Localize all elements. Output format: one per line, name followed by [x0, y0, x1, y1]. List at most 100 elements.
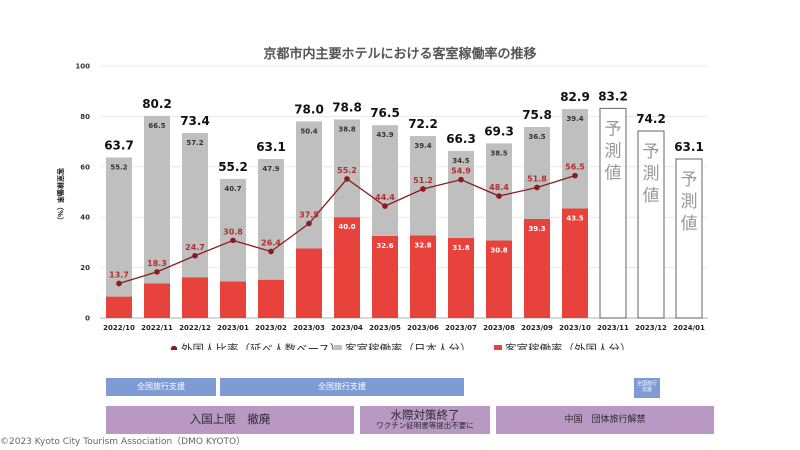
y-tick-label: 60 [80, 163, 90, 171]
bar-foreign [486, 240, 512, 318]
timeline-border-measures-end: 水際対策終了 ワクチン証明書等提出不要に [360, 406, 490, 434]
foreign-value-label: 43.5 [566, 214, 583, 222]
bar-japanese [410, 136, 436, 236]
bar-japanese [296, 121, 322, 249]
ratio-point [192, 252, 198, 259]
forecast-label: 測 [643, 164, 660, 184]
bar-japanese [144, 115, 170, 284]
chart-title: 京都市内主要ホテルにおける客室稼働率の推移 [263, 46, 536, 62]
ratio-point [458, 176, 464, 183]
timeline-china-group-travel: 中国 団体旅行解禁 [496, 406, 714, 434]
bar-foreign [182, 277, 208, 318]
y-tick-label: 40 [80, 214, 90, 222]
ratio-value-label: 54.9 [451, 167, 471, 176]
legend: 外国人比率（延べ人数ベース） 客室稼働率（日本人分） 客室稼働率（外国人分） [170, 342, 632, 350]
x-tick-label: 2023/08 [483, 324, 515, 332]
forecast-label: 予 [605, 119, 622, 139]
japanese-value-label: 43.9 [376, 131, 393, 139]
bar-forecast [637, 130, 665, 319]
total-value-label: 76.5 [370, 106, 400, 120]
japanese-value-label: 50.4 [300, 127, 317, 135]
japanese-value-label: 66.5 [148, 122, 165, 130]
total-value-label: 63.1 [256, 140, 286, 154]
data-labels: 55.2 63.7 66.5 80.2 57.2 73.4 40.7 55.2 47.9 63.1… [104, 89, 704, 254]
bar-foreign [372, 235, 398, 318]
x-tick-label: 2022/12 [179, 324, 211, 332]
forecast-label: 予 [643, 142, 660, 162]
foreign-value-label: 40.0 [338, 223, 355, 231]
ratio-point [306, 220, 312, 227]
ratio-value-label: 24.7 [185, 243, 205, 252]
x-tick-label: 2023/04 [331, 324, 363, 332]
bar-forecast [675, 158, 703, 319]
occupancy-chart: 京都市内主要ホテルにおける客室稼働率の推移 0 20 40 60 80 100 客室稼働率… [56, 46, 708, 350]
legend-japanese-swatch [334, 345, 342, 350]
x-tick-label: 2024/01 [673, 324, 705, 332]
ratio-point [572, 172, 578, 179]
timeline-china-group-travel-label: 中国 団体旅行解禁 [564, 414, 646, 425]
ratio-point [382, 203, 388, 209]
x-tick-label: 2023/05 [369, 324, 401, 332]
bar-japanese [372, 125, 398, 236]
ratio-point [420, 186, 426, 192]
ratio-value-label: 51.2 [413, 176, 433, 185]
bar-japanese [448, 150, 474, 238]
forecast-label: 値 [643, 186, 660, 206]
ratio-point [534, 184, 540, 191]
y-axis-ticks: 0 20 40 60 80 100 [75, 63, 90, 323]
bar-japanese [220, 178, 246, 282]
x-tick-label: 2023/03 [293, 324, 325, 332]
japanese-value-label: 39.4 [414, 142, 431, 150]
japanese-value-label: 55.2 [110, 163, 127, 171]
japanese-value-label: 36.5 [528, 133, 545, 141]
timeline-border-measures-end-sub: ワクチン証明書等提出不要に [376, 421, 474, 431]
ratio-point [344, 176, 350, 182]
total-value-label: 83.2 [598, 89, 628, 103]
total-value-label: 80.2 [142, 97, 172, 111]
forecast-label: 測 [681, 192, 698, 212]
total-value-label: 69.3 [484, 124, 514, 138]
ratio-point [116, 280, 122, 287]
bar-japanese [562, 109, 588, 209]
bar-foreign [524, 218, 550, 318]
foreign-value-label: 32.8 [414, 241, 431, 249]
japanese-value-label: 34.5 [452, 157, 469, 165]
ratio-value-label: 51.8 [527, 174, 547, 183]
total-value-label: 66.3 [446, 132, 476, 146]
legend-foreign-swatch [494, 345, 502, 350]
bar-japanese [334, 119, 360, 218]
ratio-value-label: 18.3 [147, 259, 167, 268]
copyright: ©2023 Kyoto City Tourism Association（DMO… [0, 437, 246, 447]
ratio-point [496, 193, 502, 199]
bar-japanese [258, 158, 284, 280]
total-value-label: 78.0 [294, 102, 324, 116]
x-tick-label: 2023/10 [559, 324, 591, 332]
legend-ratio-label: 外国人比率（延べ人数ベース） [181, 342, 341, 350]
y-tick-label: 80 [80, 113, 90, 121]
ratio-value-label: 56.5 [565, 163, 585, 172]
x-tick-label: 2022/10 [103, 324, 135, 332]
total-value-label: 74.2 [636, 112, 666, 126]
timeline-travel-support-2: 全国旅行支援 [220, 378, 464, 396]
bar-foreign [410, 235, 436, 318]
foreign-value-label: 32.6 [376, 242, 393, 250]
bar-foreign [258, 279, 284, 318]
forecast-label: 値 [605, 163, 622, 183]
x-tick-label: 2023/06 [407, 324, 439, 332]
bar-foreign [296, 248, 322, 318]
timeline-entry-cap-removed-label: 入国上限 撤廃 [189, 412, 271, 427]
japanese-value-label: 38.5 [490, 149, 507, 157]
ratio-value-label: 44.4 [375, 193, 395, 202]
bar-foreign [144, 283, 170, 318]
ratio-value-label: 30.8 [223, 227, 243, 236]
x-tick-label: 2023/12 [635, 324, 667, 332]
ratio-value-label: 55.2 [337, 166, 357, 175]
y-tick-label: 20 [80, 264, 90, 272]
timeline-travel-support-1: 全国旅行支援 [106, 378, 216, 396]
bar-foreign [334, 217, 360, 318]
total-value-label: 78.8 [332, 100, 362, 114]
bar-foreign [220, 281, 246, 318]
bar-foreign [106, 296, 132, 318]
timeline-travel-support-3-label: 全国旅行支援 [637, 381, 658, 393]
timeline-entry-cap-removed: 入国上限 撤廃 [106, 406, 354, 434]
